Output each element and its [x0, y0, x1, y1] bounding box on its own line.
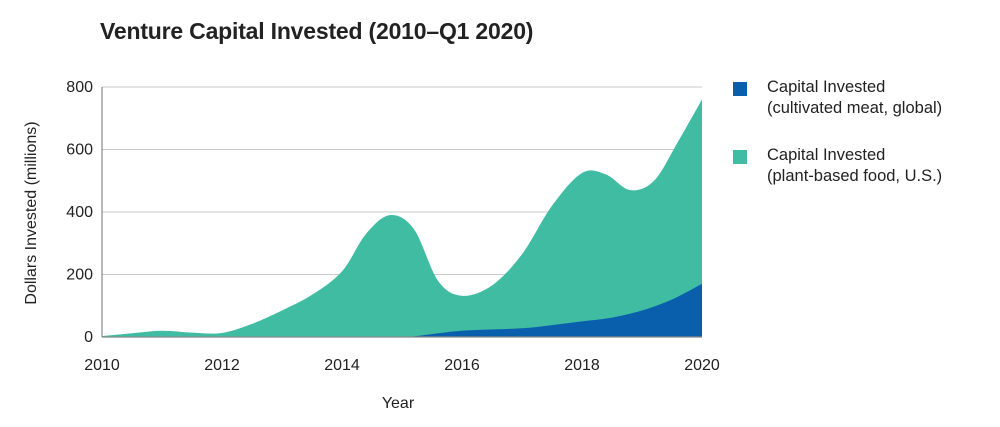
- y-tick-label: 600: [66, 142, 93, 159]
- y-tick-label: 800: [66, 79, 93, 96]
- legend: Capital Invested (cultivated meat, globa…: [733, 77, 993, 213]
- x-tick-label: 2016: [444, 357, 480, 374]
- axes: [101, 87, 702, 338]
- y-axis-title: Dollars Invested (millions): [23, 121, 40, 304]
- y-tick-label: 0: [84, 329, 93, 346]
- x-tick-label: 2012: [204, 357, 240, 374]
- legend-item-plant-based-food: Capital Invested (plant-based food, U.S.…: [733, 145, 993, 187]
- y-tick-labels: 0 200 400 600 800: [66, 79, 93, 346]
- x-tick-label: 2014: [324, 357, 360, 374]
- legend-label-plant-based-food: Capital Invested (plant-based food, U.S.…: [767, 145, 993, 187]
- legend-line: Capital Invested: [767, 78, 886, 96]
- legend-line: (cultivated meat, global): [767, 99, 943, 117]
- x-axis-title: Year: [382, 395, 415, 412]
- x-tick-label: 2010: [84, 357, 120, 374]
- x-tick-label: 2020: [684, 357, 720, 374]
- legend-line: Capital Invested: [767, 146, 886, 164]
- y-tick-label: 400: [66, 204, 93, 221]
- legend-item-cultivated-meat: Capital Invested (cultivated meat, globa…: [733, 77, 993, 119]
- x-tick-label: 2018: [564, 357, 600, 374]
- area-cultivated-meat: [102, 283, 702, 338]
- y-tick-label: 200: [66, 267, 93, 284]
- legend-swatch-plant-based-food: [733, 150, 747, 164]
- legend-swatch-cultivated-meat: [733, 82, 747, 96]
- x-tick-labels: 2010 2012 2014 2016 2018 2020: [84, 357, 720, 374]
- legend-line: (plant-based food, U.S.): [767, 167, 943, 185]
- chart-areas: [102, 99, 702, 338]
- legend-label-cultivated-meat: Capital Invested (cultivated meat, globa…: [767, 77, 993, 119]
- chart-title: Venture Capital Invested (2010–Q1 2020): [100, 18, 534, 44]
- area-plant-based-food: [102, 99, 702, 337]
